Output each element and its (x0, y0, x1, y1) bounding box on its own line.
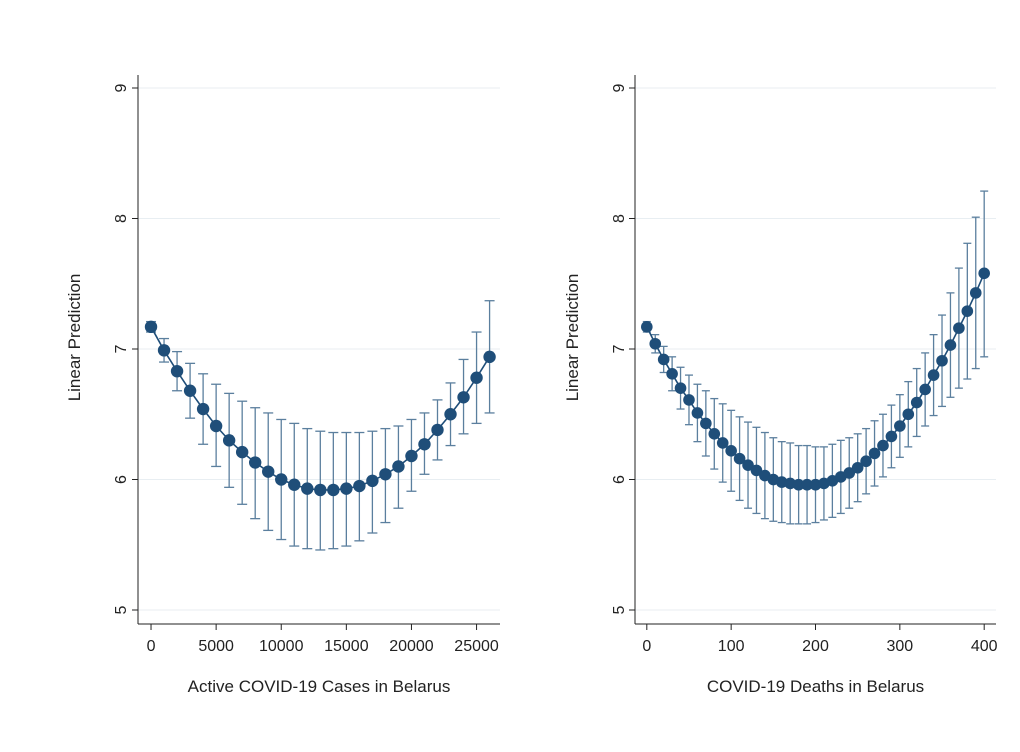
data-point (314, 483, 327, 497)
data-point (483, 350, 496, 364)
data-point (209, 419, 223, 433)
data-point (851, 461, 864, 474)
data-point (700, 417, 712, 430)
x-tick-label: 100 (718, 638, 745, 655)
data-point (860, 455, 872, 468)
data-point (944, 339, 957, 351)
data-point (750, 464, 763, 477)
x-tick-label: 0 (147, 638, 156, 655)
y-tick-label: 5 (611, 605, 628, 614)
x-tick-label: 300 (886, 638, 913, 655)
x-tick-label: 25000 (454, 638, 499, 655)
data-point (183, 384, 197, 397)
data-point (666, 367, 678, 380)
plot-panel-1: 5 6 7 8 9 0 5000 10000 15000 20000 25000 Active COV… (65, 75, 500, 696)
data-point (733, 452, 746, 465)
x-axis-title: Active COVID-19 Cases in Belarus (188, 677, 451, 696)
data-point (144, 320, 158, 334)
y-tick-label: 9 (113, 83, 130, 92)
data-point (392, 460, 405, 473)
x-tick-label: 0 (642, 638, 651, 655)
data-point (196, 402, 210, 416)
data-point (379, 468, 392, 481)
y-tick-label: 6 (611, 475, 628, 484)
data-point (431, 423, 444, 437)
data-point (927, 369, 940, 381)
data-point (691, 407, 704, 419)
y-tick-label: 6 (113, 475, 130, 484)
data-point (366, 474, 379, 488)
data-point (674, 382, 687, 394)
data-point (868, 447, 881, 460)
y-tick-label: 8 (113, 214, 130, 223)
x-tick-label: 10000 (259, 638, 304, 655)
data-point (457, 391, 470, 404)
y-tick-label: 7 (611, 344, 628, 353)
data-point (444, 408, 457, 421)
data-point (340, 482, 353, 495)
x-tick-label: 15000 (324, 638, 369, 655)
data-point (953, 322, 965, 334)
y-tick-label: 8 (611, 214, 628, 223)
data-point (742, 459, 754, 471)
data-point (902, 408, 915, 421)
data-point (275, 473, 288, 486)
data-point (157, 344, 171, 357)
data-point (919, 383, 931, 396)
data-point (353, 479, 366, 493)
x-tick-label: 5000 (198, 638, 234, 655)
data-point (877, 439, 889, 452)
data-point (843, 467, 856, 479)
y-tick-label: 7 (113, 344, 130, 353)
data-point (235, 445, 249, 459)
data-point (683, 394, 695, 406)
y-tick-label: 5 (113, 605, 130, 614)
data-point (248, 456, 262, 469)
data-point (961, 305, 974, 317)
data-point (418, 438, 431, 451)
data-point (910, 396, 923, 409)
y-axis-title: Linear Prediction (563, 274, 582, 402)
x-tick-label: 20000 (389, 638, 434, 655)
y-axis-title: Linear Prediction (65, 274, 84, 402)
data-point (885, 430, 898, 443)
data-point (327, 483, 340, 497)
data-point (262, 465, 275, 478)
data-point (405, 449, 418, 463)
data-point (301, 482, 314, 495)
plot-panel-2: 5 6 7 8 9 0 100 200 300 400 COVID-19 Deaths in Bel… (563, 75, 998, 696)
data-point (288, 478, 301, 491)
x-axis-title: COVID-19 Deaths in Belarus (707, 677, 924, 696)
data-point (170, 364, 184, 378)
data-point (649, 337, 662, 350)
data-point (936, 354, 948, 367)
x-tick-label: 400 (971, 638, 998, 655)
data-point (894, 420, 906, 432)
data-point (708, 428, 721, 440)
data-point (978, 267, 990, 280)
data-point (801, 478, 813, 491)
data-point (716, 437, 729, 449)
data-point (470, 371, 483, 384)
data-point (657, 353, 670, 366)
data-point (725, 444, 737, 457)
data-point (641, 321, 653, 333)
data-point (792, 478, 805, 491)
y-tick-label: 9 (611, 83, 628, 92)
data-point (222, 434, 236, 447)
x-tick-label: 200 (802, 638, 829, 655)
data-point (969, 287, 982, 299)
